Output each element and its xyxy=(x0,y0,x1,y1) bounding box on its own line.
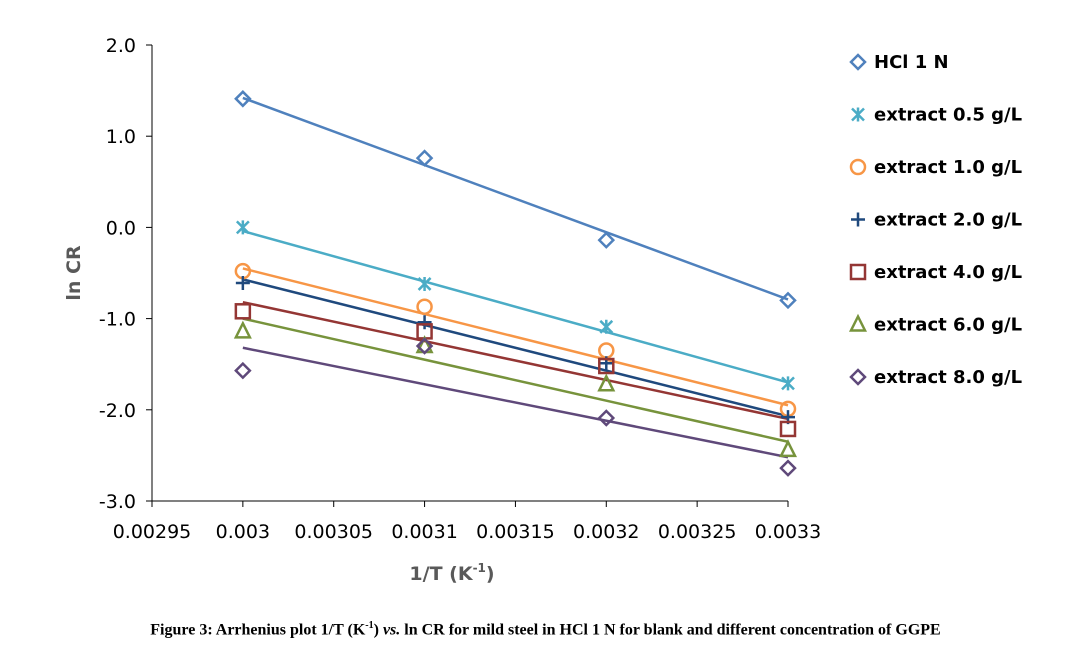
data-point xyxy=(234,303,252,320)
data-point xyxy=(779,459,797,477)
data-point xyxy=(598,357,615,375)
data-point xyxy=(416,298,433,315)
trendline xyxy=(242,96,789,301)
legend: HCl 1 N extract 0.5 g/L extract 1.0 g/L ext… xyxy=(848,52,1022,388)
data-point xyxy=(415,149,434,167)
legend-marker xyxy=(849,368,867,386)
data-point xyxy=(599,319,614,334)
x-axis-title-close: ) xyxy=(486,563,495,585)
figure-caption: Figure 3: Arrhenius plot 1/T (K-1) vs. l… xyxy=(0,620,1091,639)
x-axis-title-sup: -1 xyxy=(473,561,486,575)
trendline xyxy=(242,267,789,407)
legend-marker xyxy=(848,313,868,332)
caption-prefix: Figure 3: Arrhenius plot 1/T (K xyxy=(150,621,366,639)
legend-label: extract 6.0 g/L xyxy=(874,315,1022,336)
x-tick-label: 0.0031 xyxy=(391,521,457,543)
x-axis-title: 1/T (K-1) xyxy=(409,561,494,585)
trendline xyxy=(242,300,789,421)
x-tick-label: 0.00325 xyxy=(658,521,737,543)
legend-marker xyxy=(851,212,865,227)
caption-sup: -1 xyxy=(365,620,374,631)
x-tick-label: 0.00315 xyxy=(476,521,555,543)
data-point xyxy=(598,342,615,359)
data-point xyxy=(235,276,250,291)
arrhenius-chart: 2.0 1.0 0.0 -1.0 -2.0 -3.0 0.00295 0.003 0.00305… xyxy=(63,35,1022,585)
x-axis-title-text: 1/T (K xyxy=(409,563,473,585)
data-point xyxy=(415,337,434,355)
data-point xyxy=(778,439,798,458)
trendlines xyxy=(242,96,789,459)
y-tick-label: 1.0 xyxy=(106,126,136,148)
trendline xyxy=(242,229,789,384)
legend-marker xyxy=(849,53,867,71)
data-point xyxy=(779,420,797,438)
legend-label: extract 4.0 g/L xyxy=(874,262,1022,283)
y-tick-label: -2.0 xyxy=(99,400,136,422)
x-tick-label: 0.0033 xyxy=(755,521,821,543)
data-point xyxy=(597,409,616,427)
x-tick-label: 0.003 xyxy=(216,521,270,543)
legend-label: extract 0.5 g/L xyxy=(874,105,1022,126)
data-point xyxy=(781,376,795,391)
data-point xyxy=(417,276,432,291)
data-point xyxy=(597,373,616,392)
y-tick-label: -1.0 xyxy=(99,309,136,331)
data-point xyxy=(233,320,252,339)
data-markers xyxy=(233,90,798,477)
x-tick-label: 0.0032 xyxy=(573,521,639,543)
caption-suffix: ln CR for mild steel in HCl 1 N for blan… xyxy=(400,621,941,639)
legend-label: extract 8.0 g/L xyxy=(874,367,1022,388)
data-point xyxy=(779,291,797,310)
plot-area: 2.0 1.0 0.0 -1.0 -2.0 -3.0 0.00295 0.003 0.00305… xyxy=(99,35,821,543)
y-tick-label: 2.0 xyxy=(106,35,136,57)
data-point xyxy=(597,231,616,249)
y-tick-label: -3.0 xyxy=(99,491,136,513)
x-tick-label: 0.00295 xyxy=(113,521,192,543)
trendline xyxy=(242,278,789,418)
x-tick-label: 0.00305 xyxy=(294,521,373,543)
data-point xyxy=(417,315,432,330)
data-point xyxy=(235,220,250,235)
legend-marker xyxy=(849,158,867,176)
legend-label: HCl 1 N xyxy=(874,52,949,73)
trendline xyxy=(242,346,789,459)
legend-label: extract 2.0 g/L xyxy=(874,210,1022,231)
data-point xyxy=(234,361,252,380)
y-axis-title: ln CR xyxy=(63,245,85,301)
legend-label: extract 1.0 g/L xyxy=(874,157,1022,178)
caption-mid: ) xyxy=(373,621,383,639)
trendline xyxy=(242,317,789,443)
data-point xyxy=(234,90,252,108)
legend-marker xyxy=(849,263,867,281)
y-tick-label: 0.0 xyxy=(106,217,136,239)
caption-vs: vs. xyxy=(382,621,401,639)
legend-marker xyxy=(851,107,865,122)
